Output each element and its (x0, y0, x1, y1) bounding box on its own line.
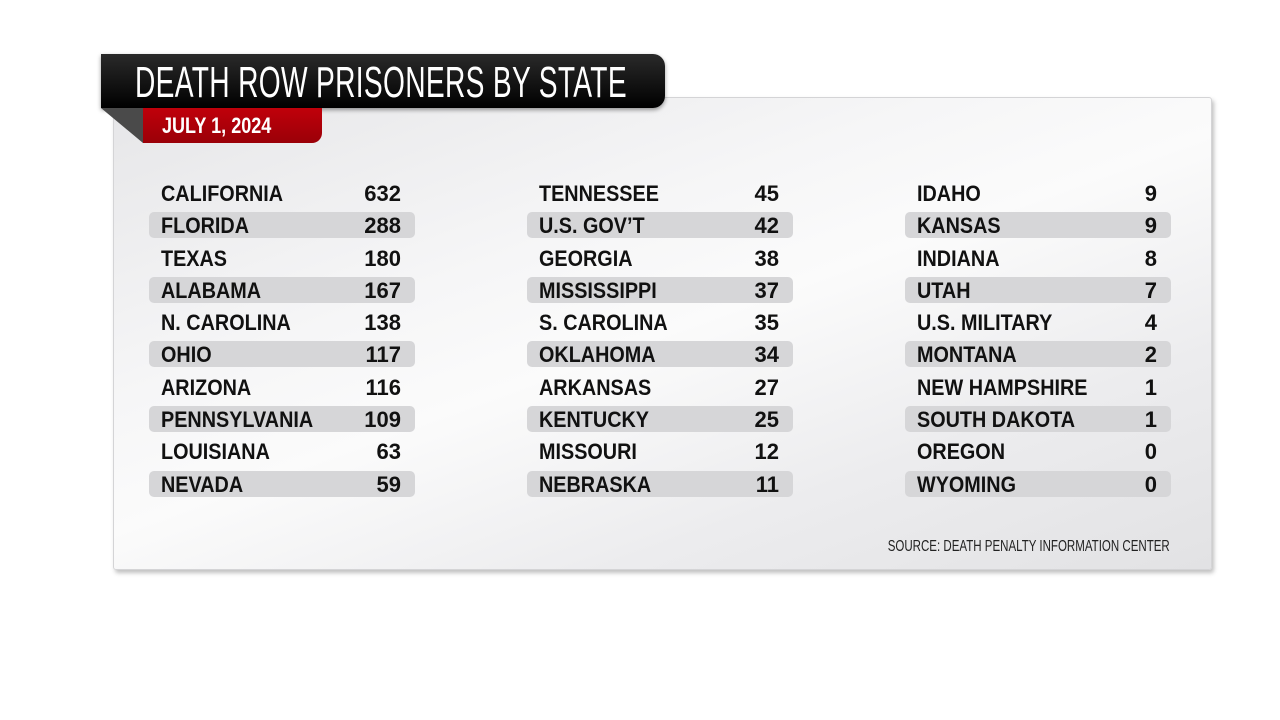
table-row: NEBRASKA 11 (527, 468, 793, 500)
prisoner-count: 27 (754, 374, 779, 400)
prisoner-count: 0 (1144, 439, 1157, 465)
prisoner-count: 59 (376, 471, 401, 497)
state-name: GEORGIA (539, 245, 633, 271)
table-row: TENNESSEE 45 (527, 177, 793, 209)
state-name: TEXAS (161, 245, 228, 271)
prisoner-count: 1 (1144, 407, 1157, 433)
state-name: WYOMING (917, 471, 1016, 497)
table-row: S. CAROLINA 35 (527, 306, 793, 338)
table-row: LOUISIANA 63 (149, 435, 415, 467)
prisoner-count: 42 (754, 213, 779, 239)
prisoner-count: 117 (365, 342, 402, 368)
prisoner-count: 37 (754, 277, 779, 303)
table-column-3: IDAHO 9 KANSAS 9 INDIANA 8 UTAH 7 U.S. MILITARY 4… (905, 177, 1171, 500)
prisoner-count: 7 (1144, 277, 1157, 303)
prisoner-count: 1 (1144, 374, 1157, 400)
table-row: IDAHO 9 (905, 177, 1171, 209)
ribbon-fold (101, 108, 143, 143)
state-name: NEBRASKA (539, 471, 652, 497)
prisoner-count: 35 (754, 310, 779, 336)
table-row: KENTUCKY 25 (527, 403, 793, 435)
prisoner-count: 0 (1144, 471, 1157, 497)
table-row: OHIO 117 (149, 338, 415, 370)
table-row: INDIANA 8 (905, 242, 1171, 274)
state-name: PENNSYLVANIA (161, 407, 314, 433)
state-name: CALIFORNIA (161, 181, 284, 206)
table-row: NEW HAMPSHIRE 1 (905, 371, 1171, 403)
prisoner-count: 11 (755, 471, 779, 497)
prisoner-count: 632 (364, 181, 401, 206)
date-label: JULY 1, 2024 (162, 113, 272, 138)
state-name: N. CAROLINA (161, 310, 291, 336)
table-row: GEORGIA 38 (527, 242, 793, 274)
table-row: N. CAROLINA 138 (149, 306, 415, 338)
prisoner-count: 4 (1144, 310, 1157, 336)
prisoner-count: 34 (754, 342, 779, 368)
prisoner-count: 138 (364, 310, 401, 336)
state-name: U.S. GOV’T (539, 213, 645, 239)
state-name: ALABAMA (161, 277, 262, 303)
table-column-2: TENNESSEE 45 U.S. GOV’T 42 GEORGIA 38 MISSISSI… (527, 177, 793, 500)
state-name: OHIO (161, 342, 212, 368)
prisoner-count: 38 (754, 245, 779, 271)
table-row: SOUTH DAKOTA 1 (905, 403, 1171, 435)
table-row: TEXAS 180 (149, 242, 415, 274)
state-name: KENTUCKY (539, 407, 650, 433)
prisoner-count: 167 (364, 277, 401, 303)
table-row: PENNSYLVANIA 109 (149, 403, 415, 435)
prisoner-count: 2 (1144, 342, 1157, 368)
chart-title: DEATH ROW PRISONERS BY STATE (135, 58, 627, 107)
prisoner-count: 12 (754, 439, 779, 465)
table-row: U.S. GOV’T 42 (527, 209, 793, 241)
state-name: NEVADA (161, 471, 244, 497)
state-name: FLORIDA (161, 213, 249, 239)
state-name: U.S. MILITARY (917, 310, 1053, 336)
date-tab: JULY 1, 2024 (143, 108, 322, 143)
state-name: INDIANA (917, 245, 1000, 271)
table-row: MISSISSIPPI 37 (527, 274, 793, 306)
table-row: ALABAMA 167 (149, 274, 415, 306)
table-column-1: CALIFORNIA 632 FLORIDA 288 TEXAS 180 ALABAMA 16… (149, 177, 415, 500)
table-row: ARIZONA 116 (149, 371, 415, 403)
prisoner-count: 8 (1144, 245, 1157, 271)
table-row: U.S. MILITARY 4 (905, 306, 1171, 338)
table-row: ARKANSAS 27 (527, 371, 793, 403)
prisoner-count: 9 (1144, 213, 1157, 239)
state-name: OKLAHOMA (539, 342, 656, 368)
state-name: OREGON (917, 439, 1006, 465)
state-name: LOUISIANA (161, 439, 270, 465)
prisoner-count: 45 (754, 181, 779, 206)
state-name: SOUTH DAKOTA (917, 407, 1076, 433)
table-row: NEVADA 59 (149, 468, 415, 500)
table-row: FLORIDA 288 (149, 209, 415, 241)
state-name: ARKANSAS (539, 374, 652, 400)
prisoner-count: 25 (754, 407, 779, 433)
prisoner-count: 63 (376, 439, 401, 465)
table-row: OREGON 0 (905, 435, 1171, 467)
source-note: SOURCE: DEATH PENALTY INFORMATION CENTER (887, 538, 1170, 555)
state-name: S. CAROLINA (539, 310, 668, 336)
table-row: KANSAS 9 (905, 209, 1171, 241)
table-row: MONTANA 2 (905, 338, 1171, 370)
state-name: TENNESSEE (539, 181, 659, 206)
state-name: MISSISSIPPI (539, 277, 657, 303)
table-row: OKLAHOMA 34 (527, 338, 793, 370)
state-name: ARIZONA (161, 374, 252, 400)
state-name: MISSOURI (539, 439, 637, 465)
prisoner-count: 9 (1144, 181, 1157, 206)
state-name: UTAH (917, 277, 971, 303)
table-row: CALIFORNIA 632 (149, 177, 415, 209)
prisoner-count: 288 (364, 213, 401, 239)
table-row: WYOMING 0 (905, 468, 1171, 500)
table-row: MISSOURI 12 (527, 435, 793, 467)
state-name: KANSAS (917, 213, 1001, 239)
prisoner-count: 109 (364, 407, 401, 433)
state-name: NEW HAMPSHIRE (917, 374, 1088, 400)
title-bar: DEATH ROW PRISONERS BY STATE (101, 54, 665, 108)
prisoner-count: 180 (364, 245, 401, 271)
state-name: IDAHO (917, 181, 981, 206)
table-row: UTAH 7 (905, 274, 1171, 306)
prisoner-count: 116 (365, 374, 402, 400)
state-name: MONTANA (917, 342, 1017, 368)
